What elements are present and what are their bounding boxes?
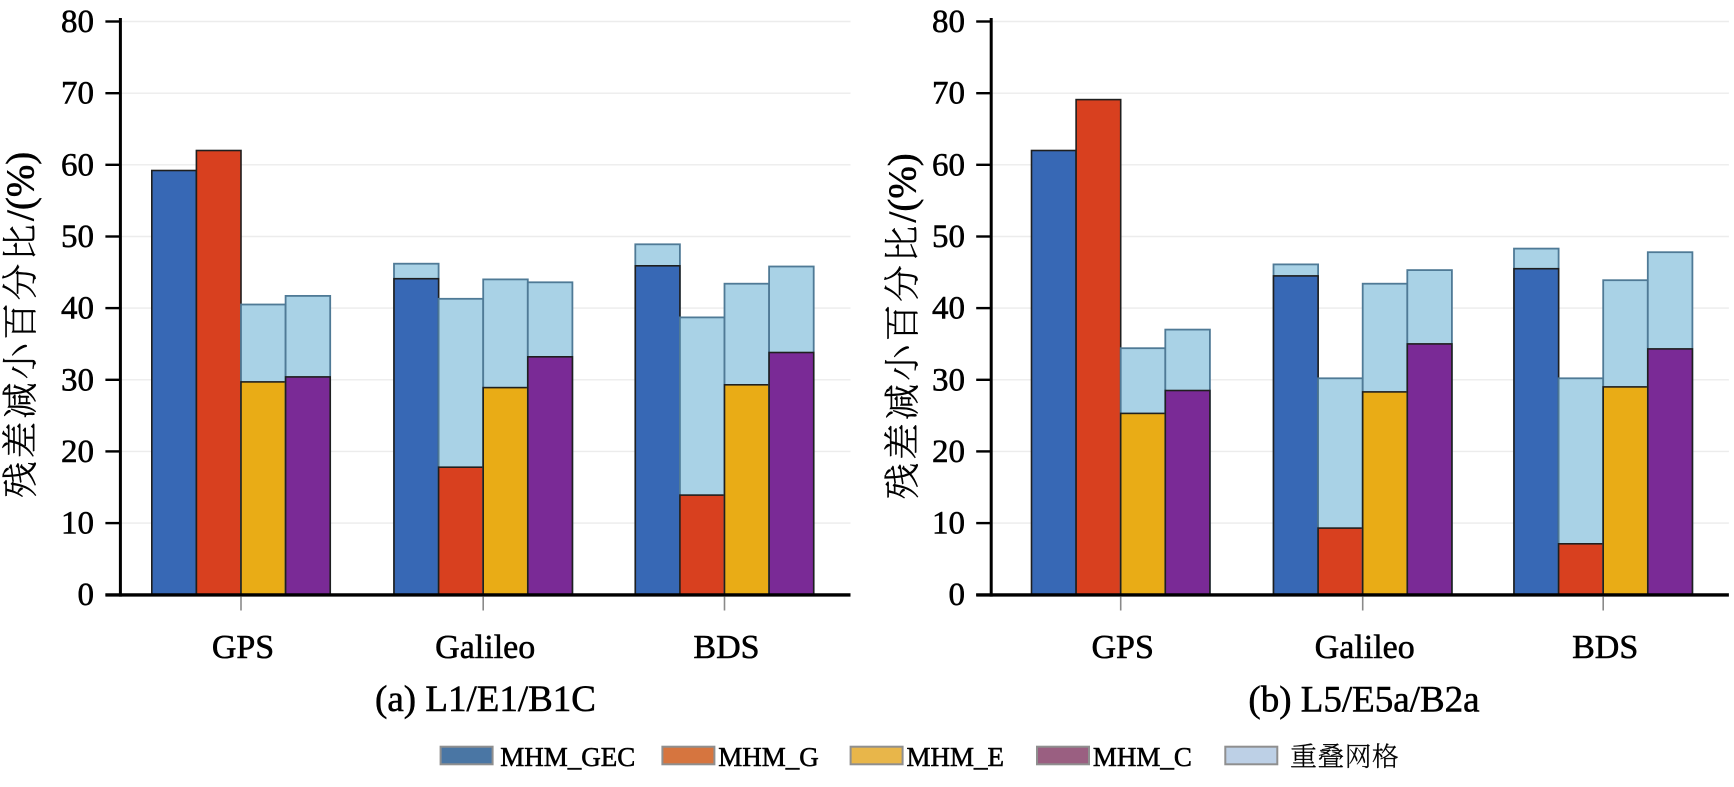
svg-text:50: 50 <box>61 219 94 255</box>
svg-text:70: 70 <box>61 76 94 112</box>
svg-text:10: 10 <box>61 506 94 542</box>
svg-text:MHM_C: MHM_C <box>1093 742 1192 772</box>
svg-text:0: 0 <box>949 577 966 613</box>
svg-text:MHM_G: MHM_G <box>718 742 819 772</box>
svg-text:30: 30 <box>932 362 965 398</box>
svg-text:20: 20 <box>61 434 94 470</box>
svg-text:BDS: BDS <box>1572 629 1638 666</box>
svg-text:40: 40 <box>61 291 94 327</box>
svg-text:60: 60 <box>932 147 965 183</box>
svg-text:30: 30 <box>61 362 94 398</box>
svg-text:80: 80 <box>61 4 94 40</box>
svg-text:Galileo: Galileo <box>1315 629 1415 666</box>
svg-text:BDS: BDS <box>693 629 759 666</box>
svg-text:20: 20 <box>932 434 965 470</box>
svg-text:Galileo: Galileo <box>435 629 535 666</box>
svg-text:(a) L1/E1/B1C: (a) L1/E1/B1C <box>375 679 596 720</box>
svg-text:GPS: GPS <box>212 629 274 666</box>
svg-text:50: 50 <box>932 219 965 255</box>
svg-text:40: 40 <box>932 291 965 327</box>
svg-text:(b) L5/E5a/B2a: (b) L5/E5a/B2a <box>1248 680 1479 721</box>
svg-text:80: 80 <box>932 4 965 40</box>
svg-text:GPS: GPS <box>1092 629 1154 666</box>
svg-text:60: 60 <box>61 147 94 183</box>
svg-text:70: 70 <box>932 76 965 112</box>
svg-text:MHM_E: MHM_E <box>907 742 1005 772</box>
svg-text:0: 0 <box>78 577 95 613</box>
svg-text:MHM_GEC: MHM_GEC <box>500 742 635 772</box>
svg-text:10: 10 <box>932 506 965 542</box>
